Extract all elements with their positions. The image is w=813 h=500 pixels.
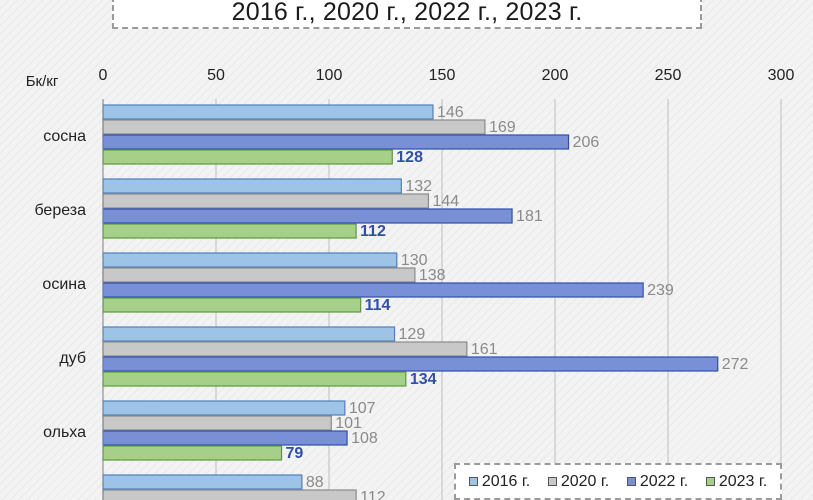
legend-item: 2020 г. xyxy=(547,472,610,491)
category-label: береза xyxy=(34,202,86,219)
legend-label: 2016 г. xyxy=(481,472,531,490)
data-label: 108 xyxy=(351,430,378,447)
legend-swatch xyxy=(547,477,557,486)
legend-item: 2022 г. xyxy=(626,472,689,491)
data-label: 112 xyxy=(360,223,386,240)
category-label: ольха xyxy=(43,424,86,441)
data-label: 272 xyxy=(722,356,749,373)
bar xyxy=(102,430,348,446)
bar xyxy=(102,489,357,500)
bar xyxy=(102,326,396,342)
data-label: 128 xyxy=(396,149,423,166)
chart-legend: 2016 г. 2020 г. 2022 г. 2023 г. xyxy=(454,463,782,500)
legend-label: 2020 г. xyxy=(560,472,610,490)
legend-label: 2023 г. xyxy=(718,472,768,490)
chart-title-box: 2016 г., 2020 г., 2022 г., 2023 г. xyxy=(112,0,702,29)
x-tick-label: 50 xyxy=(207,67,225,84)
bar xyxy=(102,223,357,239)
data-label: 101 xyxy=(335,415,362,432)
data-label: 146 xyxy=(437,104,464,121)
bar xyxy=(102,149,393,165)
bar xyxy=(102,134,570,150)
x-tick-label: 100 xyxy=(316,67,343,84)
bar xyxy=(102,282,644,298)
bar xyxy=(102,445,283,461)
x-tick-label: 0 xyxy=(99,67,108,84)
legend-swatch xyxy=(705,477,715,486)
bar xyxy=(102,208,513,224)
x-tick-label: 250 xyxy=(655,67,682,84)
bar xyxy=(102,297,362,313)
bar xyxy=(102,252,398,268)
data-label: 134 xyxy=(410,371,437,388)
bar xyxy=(102,119,486,135)
bar xyxy=(102,267,416,283)
x-tick-label: 150 xyxy=(429,67,456,84)
category-label: сосна xyxy=(43,128,86,145)
data-label: 161 xyxy=(471,341,498,358)
data-label: 169 xyxy=(489,119,516,136)
data-label: 112 xyxy=(360,489,386,500)
data-label: 107 xyxy=(349,400,376,417)
bar xyxy=(102,178,402,194)
legend-item: 2023 г. xyxy=(705,472,768,491)
legend-swatch xyxy=(468,477,478,486)
legend-item: 2016 г. xyxy=(468,472,531,491)
data-label: 206 xyxy=(573,134,600,151)
data-label: 79 xyxy=(286,445,304,462)
legend-swatch xyxy=(626,477,636,486)
bar xyxy=(102,415,332,431)
chart-title: 2016 г., 2020 г., 2022 г., 2023 г. xyxy=(231,0,583,26)
bar xyxy=(102,474,303,490)
category-label: осина xyxy=(42,276,86,293)
category-label: дуб xyxy=(59,350,86,367)
data-label: 114 xyxy=(365,297,391,314)
bar xyxy=(102,356,719,372)
data-label: 129 xyxy=(399,326,426,343)
unit-label: Бк/кг xyxy=(26,73,59,90)
legend-label: 2022 г. xyxy=(639,472,689,490)
data-label: 144 xyxy=(432,193,459,210)
data-label: 138 xyxy=(419,267,446,284)
data-label: 239 xyxy=(647,282,674,299)
bar xyxy=(102,371,407,387)
data-label: 130 xyxy=(401,252,428,269)
bar xyxy=(102,104,434,120)
x-tick-label: 200 xyxy=(542,67,569,84)
bar xyxy=(102,341,468,357)
data-label: 181 xyxy=(516,208,543,225)
data-label: 88 xyxy=(306,474,324,491)
bar xyxy=(102,193,430,209)
bar xyxy=(102,400,346,416)
x-tick-label: 300 xyxy=(768,67,795,84)
data-label: 132 xyxy=(405,178,432,195)
